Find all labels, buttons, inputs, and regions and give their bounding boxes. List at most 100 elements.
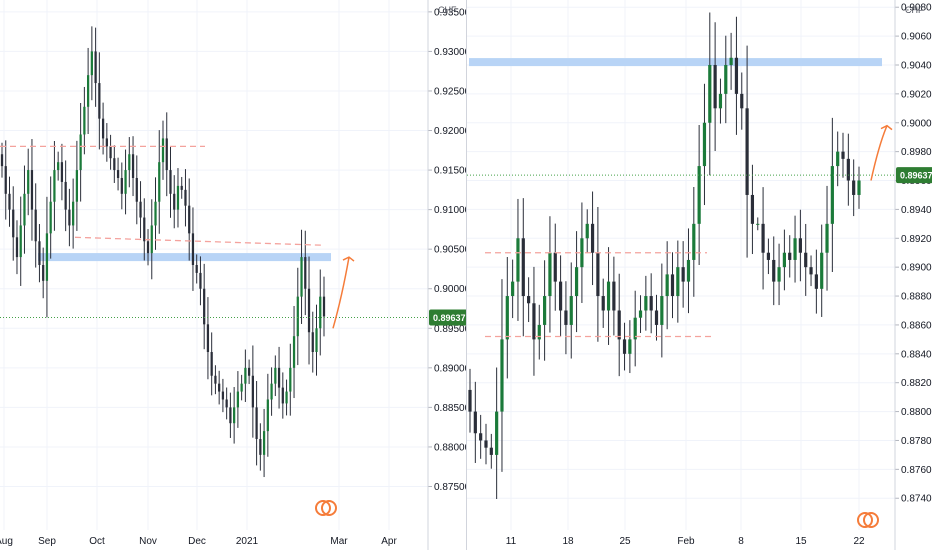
candle-down <box>109 146 112 159</box>
candle-up <box>154 201 157 226</box>
candle-up <box>729 57 733 65</box>
candle-up <box>315 328 318 353</box>
candle-up <box>702 122 707 167</box>
candle-down <box>30 170 34 210</box>
supply-zone <box>38 253 331 262</box>
candle-up <box>49 201 52 234</box>
candle-up <box>825 223 829 253</box>
candle-down <box>622 339 627 354</box>
candle-up <box>665 274 669 297</box>
logo-ring-icon <box>321 500 337 516</box>
candle-down <box>772 259 776 282</box>
candle-up <box>638 310 643 318</box>
candle-up <box>176 185 180 210</box>
candle-down <box>218 383 221 392</box>
candle-down <box>681 267 685 282</box>
time-axis-label: Apr <box>381 536 397 547</box>
candle-up <box>86 75 90 107</box>
candle-down <box>654 310 659 325</box>
candle-down <box>15 237 19 258</box>
candle-down <box>304 257 307 289</box>
candle-down <box>766 252 771 260</box>
candle-down <box>206 324 210 353</box>
candle-down <box>120 177 123 194</box>
candle-down <box>146 241 150 254</box>
candle-down <box>251 375 254 408</box>
candle-down <box>311 332 314 353</box>
candle-up <box>692 223 696 260</box>
price-axis-label: 0.87400 <box>901 494 932 505</box>
time-axis-label: 11 <box>506 536 517 547</box>
candle-down <box>527 296 531 304</box>
candle-down <box>281 387 284 404</box>
candle-up <box>27 170 30 194</box>
candle-up <box>686 259 691 282</box>
candle-up <box>606 281 611 311</box>
time-axis-label: Sep <box>38 536 56 547</box>
projection-arrow <box>332 256 350 329</box>
candle-up <box>724 64 728 94</box>
candle-down <box>277 367 281 388</box>
candle-up <box>285 391 288 404</box>
candle-down <box>180 185 183 190</box>
candle-down <box>60 162 64 182</box>
candle-down <box>750 194 755 224</box>
candle-down <box>322 296 326 317</box>
logo-ring-icon <box>863 512 879 528</box>
candle-up <box>124 170 127 194</box>
candle-down <box>199 272 202 289</box>
candle-down <box>214 375 217 384</box>
time-axis-label: 2021 <box>236 536 259 547</box>
candle-down <box>564 310 568 325</box>
candle-down <box>484 440 488 448</box>
candle-down <box>489 447 493 455</box>
candle-down <box>259 439 262 455</box>
logo-ring-icon <box>857 512 873 528</box>
candle-up <box>718 93 723 109</box>
candle-down <box>532 303 536 340</box>
candle-down <box>225 399 228 408</box>
candle-up <box>708 64 712 123</box>
candle-up <box>158 162 161 202</box>
candle-up <box>782 252 786 268</box>
time-axis-label: 15 <box>795 536 807 547</box>
arrow-head <box>880 124 893 131</box>
candle-up <box>660 296 664 325</box>
candle-down <box>184 189 187 206</box>
candle-up <box>72 201 75 226</box>
arrow-head <box>342 256 355 262</box>
candle-up <box>836 151 840 167</box>
candle-up <box>83 106 86 135</box>
candle-down <box>553 252 557 282</box>
candle-up <box>270 383 273 400</box>
candle-down <box>0 154 4 167</box>
candle-up <box>633 317 637 340</box>
candle-up <box>150 225 153 254</box>
candle-down <box>203 288 206 325</box>
candle-up <box>233 407 236 424</box>
candle-down <box>34 209 37 242</box>
candle-down <box>713 64 717 109</box>
time-axis-label: Nov <box>139 536 157 547</box>
candle-down <box>188 205 191 234</box>
candle-down <box>210 352 213 376</box>
candle-down <box>12 209 15 238</box>
candle-up <box>19 225 22 258</box>
time-axis-label: 8 <box>738 536 744 547</box>
candle-down <box>814 274 818 289</box>
current-price-badge <box>896 167 932 184</box>
